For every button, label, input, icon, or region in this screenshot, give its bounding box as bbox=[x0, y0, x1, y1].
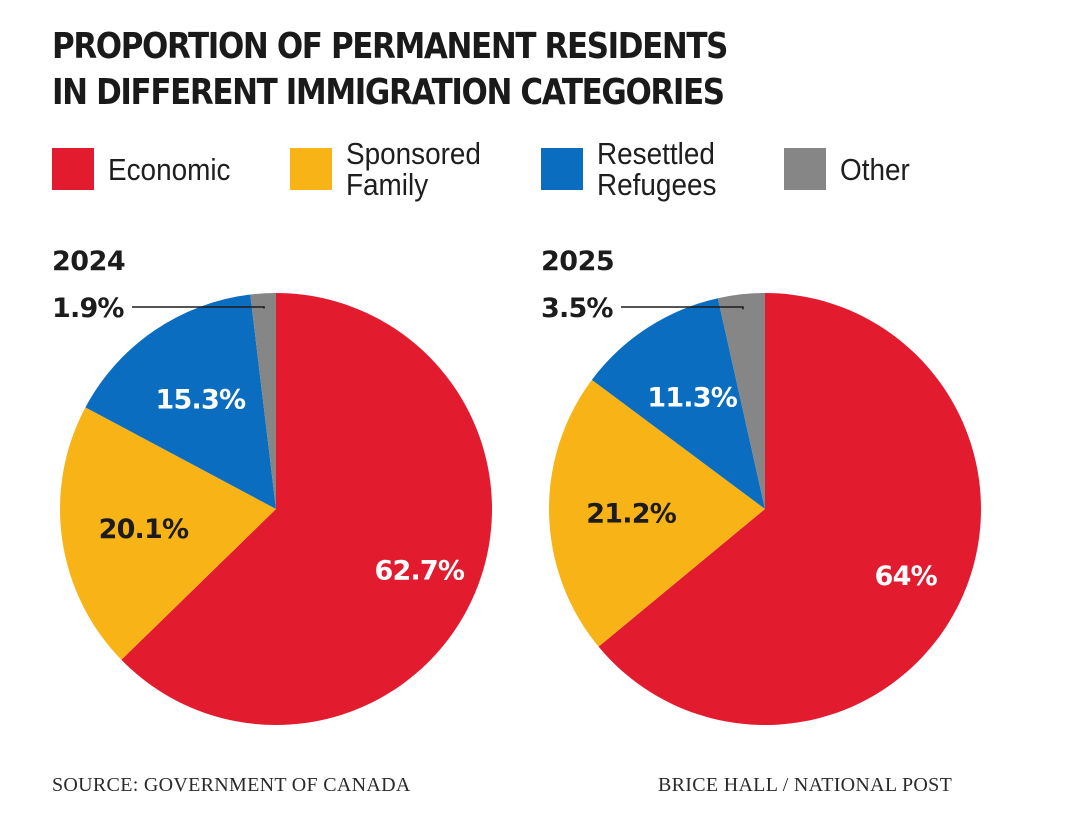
pie-chart-2025: 2025 64% 21.2% 11.3% 3.5% bbox=[541, 246, 981, 726]
legend-label-economic: Economic bbox=[108, 152, 231, 187]
pie-slice-resettled-refugees bbox=[85, 294, 276, 509]
callout-line-other bbox=[621, 306, 744, 310]
slice-label-resettled-refugees: 15.3% bbox=[156, 384, 246, 415]
source-note: SOURCE: GOVERNMENT OF CANADA bbox=[52, 774, 411, 796]
chart-year-label: 2025 bbox=[541, 246, 614, 277]
slice-label-sponsored-family: 20.1% bbox=[99, 514, 189, 545]
callout-line-other bbox=[132, 306, 265, 309]
pie-slice-economic bbox=[598, 293, 981, 726]
pie-slice-economic bbox=[121, 293, 493, 725]
slice-label-resettled-refugees: 11.3% bbox=[647, 383, 737, 414]
slice-label-other: 3.5% bbox=[541, 293, 613, 324]
credit-note: BRICE HALL / NATIONAL POST bbox=[658, 774, 953, 796]
pie-slice-other bbox=[250, 293, 276, 509]
pie-slice-resettled-refugees bbox=[591, 298, 765, 509]
legend-label-other: Other bbox=[840, 152, 910, 187]
chart-year-label: 2024 bbox=[52, 246, 125, 277]
slice-label-economic: 62.7% bbox=[374, 555, 464, 586]
chart-title: PROPORTION OF PERMANENT RESIDENTS IN DIF… bbox=[52, 24, 728, 116]
pie-slice-sponsored-family bbox=[549, 379, 765, 647]
pie-chart-2024: 2024 62.7% 20.1% 15.3% 1.9% bbox=[52, 246, 493, 725]
slice-label-sponsored-family: 21.2% bbox=[586, 498, 676, 529]
pie-slice-sponsored-family bbox=[60, 407, 277, 660]
legend-swatch-sponsored-family bbox=[290, 148, 332, 190]
slice-label-other: 1.9% bbox=[52, 293, 124, 324]
legend-swatch-economic bbox=[52, 148, 94, 190]
slice-label-economic: 64% bbox=[875, 561, 938, 592]
legend-label-sponsored-family: Sponsored Family bbox=[346, 136, 481, 202]
title-line-1: PROPORTION OF PERMANENT RESIDENTS bbox=[52, 26, 728, 67]
legend-swatch-other bbox=[784, 148, 826, 190]
title-line-2: IN DIFFERENT IMMIGRATION CATEGORIES bbox=[52, 72, 725, 113]
pie-slice-other bbox=[717, 293, 765, 509]
legend-label-resettled-refugees: Resettled Refugees bbox=[597, 136, 717, 202]
legend-swatch-resettled-refugees bbox=[541, 148, 583, 190]
